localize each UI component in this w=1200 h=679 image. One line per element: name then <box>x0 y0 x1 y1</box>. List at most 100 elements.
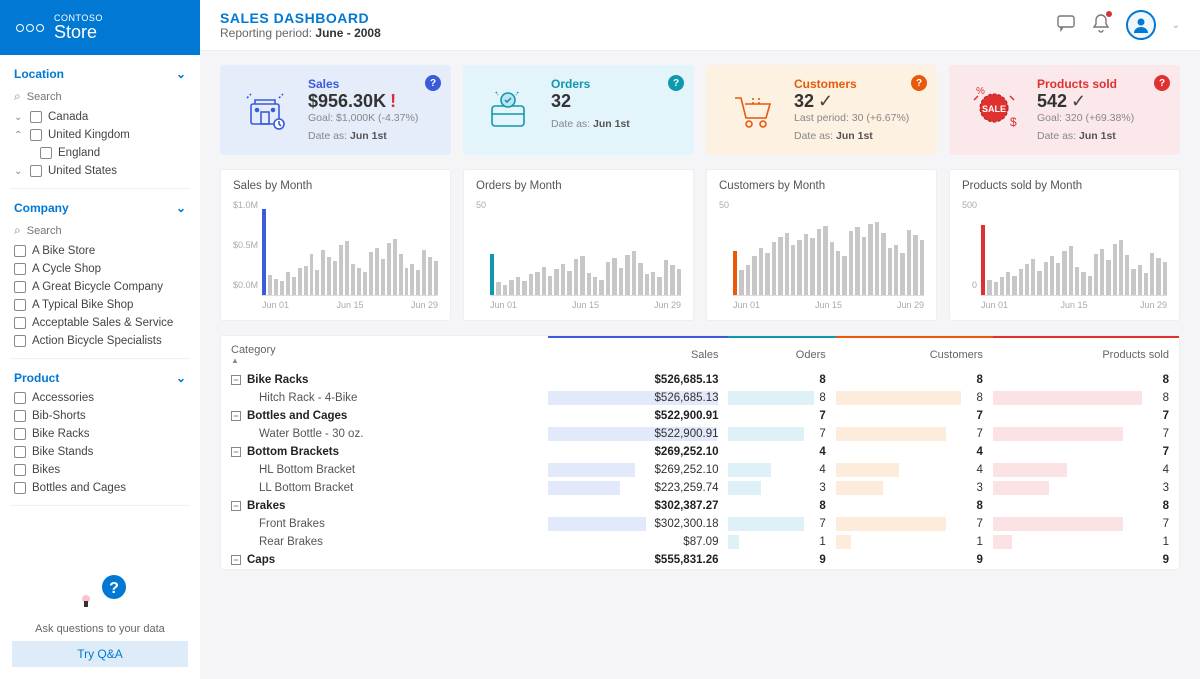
table-row[interactable]: −Caps$555,831.26999 <box>221 551 1179 569</box>
chart-bar[interactable] <box>987 280 991 295</box>
table-row[interactable]: Front Brakes$302,300.18777 <box>221 515 1179 533</box>
chart-bar[interactable] <box>1062 251 1066 295</box>
product-item[interactable]: Bib-Shorts <box>10 407 190 425</box>
table-header[interactable]: Products sold <box>993 337 1179 371</box>
chart-bar[interactable] <box>1163 262 1167 295</box>
chart-bar[interactable] <box>765 253 769 295</box>
chart-bar[interactable] <box>274 279 278 295</box>
chart-bar[interactable] <box>522 281 526 295</box>
chart-bar[interactable] <box>422 250 426 295</box>
chart-bar[interactable] <box>785 233 789 295</box>
chart-bar[interactable] <box>670 265 674 295</box>
chart-bar[interactable] <box>619 268 623 295</box>
company-item[interactable]: Acceptable Sales & Service <box>10 314 190 332</box>
chart-bar[interactable] <box>554 269 558 295</box>
chart-bar[interactable] <box>587 273 591 295</box>
location-search-input[interactable] <box>27 91 186 103</box>
chart-bar[interactable] <box>1100 249 1104 295</box>
chart-bar[interactable] <box>797 240 801 295</box>
user-avatar[interactable] <box>1126 10 1156 40</box>
chart-bar[interactable] <box>677 269 681 295</box>
company-search-input[interactable] <box>27 225 186 237</box>
chart-bar[interactable] <box>369 252 373 295</box>
chart-bar[interactable] <box>387 243 391 295</box>
chart-bar[interactable] <box>561 264 565 295</box>
collapse-icon[interactable]: − <box>231 501 241 511</box>
chart-bar[interactable] <box>333 261 337 295</box>
chart-bar[interactable] <box>399 254 403 295</box>
chart-bar[interactable] <box>315 270 319 295</box>
table-row[interactable]: Water Bottle - 30 oz.$522,900.91777 <box>221 425 1179 443</box>
chart-bar[interactable] <box>645 274 649 295</box>
chart-bar[interactable] <box>574 259 578 295</box>
chart-bar[interactable] <box>981 225 985 295</box>
table-row[interactable]: Hitch Rack - 4-Bike$526,685.13888 <box>221 389 1179 407</box>
chart-bar[interactable] <box>1106 260 1110 295</box>
filter-company-header[interactable]: Company ⌄ <box>10 197 190 219</box>
chart-bar[interactable] <box>268 275 272 295</box>
table-header[interactable]: Sales <box>548 337 728 371</box>
chart-bar[interactable] <box>428 257 432 295</box>
location-item-england[interactable]: England <box>10 144 190 162</box>
chart-bar[interactable] <box>381 259 385 295</box>
chart-bar[interactable] <box>1144 273 1148 295</box>
chart-bar[interactable] <box>823 226 827 295</box>
chart-bar[interactable] <box>351 264 355 295</box>
chart-bar[interactable] <box>625 255 629 295</box>
company-item[interactable]: A Typical Bike Shop <box>10 296 190 314</box>
chart-bar[interactable] <box>1050 256 1054 295</box>
chart-bar[interactable] <box>1088 276 1092 295</box>
try-qa-button[interactable]: Try Q&A <box>12 641 188 667</box>
chart-bar[interactable] <box>849 231 853 295</box>
chart-bar[interactable] <box>490 254 494 295</box>
chart-bar[interactable] <box>791 245 795 295</box>
chart-bar[interactable] <box>1119 240 1123 295</box>
collapse-icon[interactable]: − <box>231 411 241 421</box>
filter-location-header[interactable]: Location ⌄ <box>10 63 190 85</box>
chart-bar[interactable] <box>739 270 743 295</box>
chart-bar[interactable] <box>855 227 859 295</box>
company-item[interactable]: A Bike Store <box>10 242 190 260</box>
location-item-canada[interactable]: ⌄Canada <box>10 108 190 126</box>
chart-bar[interactable] <box>567 271 571 295</box>
chart-bar[interactable] <box>920 240 924 295</box>
chart-bar[interactable] <box>1000 277 1004 295</box>
chart-bar[interactable] <box>900 253 904 295</box>
chart-bar[interactable] <box>339 245 343 295</box>
chart-bar[interactable] <box>746 265 750 295</box>
chart-bar[interactable] <box>434 261 438 295</box>
product-item[interactable]: Accessories <box>10 389 190 407</box>
chart-bar[interactable] <box>496 282 500 295</box>
chart-bar[interactable] <box>593 277 597 295</box>
company-item[interactable]: Action Bicycle Specialists <box>10 332 190 350</box>
chart-bar[interactable] <box>363 272 367 295</box>
collapse-icon[interactable]: − <box>231 447 241 457</box>
chart-bar[interactable] <box>375 248 379 295</box>
chart-bar[interactable] <box>664 260 668 295</box>
product-item[interactable]: Bike Stands <box>10 443 190 461</box>
filter-product-header[interactable]: Product ⌄ <box>10 367 190 389</box>
product-item[interactable]: Bikes <box>10 461 190 479</box>
chart-bar[interactable] <box>1113 244 1117 295</box>
company-item[interactable]: A Cycle Shop <box>10 260 190 278</box>
chart-bar[interactable] <box>548 276 552 295</box>
chart-bar[interactable] <box>1037 271 1041 295</box>
chart-bar[interactable] <box>612 258 616 295</box>
chart-bar[interactable] <box>1125 255 1129 295</box>
table-row[interactable]: LL Bottom Bracket$223,259.74333 <box>221 479 1179 497</box>
chart-bar[interactable] <box>810 238 814 295</box>
chevron-down-icon[interactable]: ⌄ <box>1172 20 1180 31</box>
chart-bar[interactable] <box>830 242 834 295</box>
chart-bar[interactable] <box>994 282 998 295</box>
table-row[interactable]: −Bike Racks$526,685.13888 <box>221 371 1179 389</box>
location-item-us[interactable]: ⌄United States <box>10 162 190 180</box>
chart-bar[interactable] <box>327 257 331 295</box>
chart-bar[interactable] <box>1025 264 1029 295</box>
chart-bar[interactable] <box>1012 276 1016 295</box>
table-row[interactable]: −Brakes$302,387.27888 <box>221 497 1179 515</box>
chart-bar[interactable] <box>868 224 872 295</box>
chart-bar[interactable] <box>1150 253 1154 295</box>
chart-bar[interactable] <box>1044 262 1048 295</box>
chart-bar[interactable] <box>1138 265 1142 295</box>
chart-bar[interactable] <box>862 237 866 295</box>
